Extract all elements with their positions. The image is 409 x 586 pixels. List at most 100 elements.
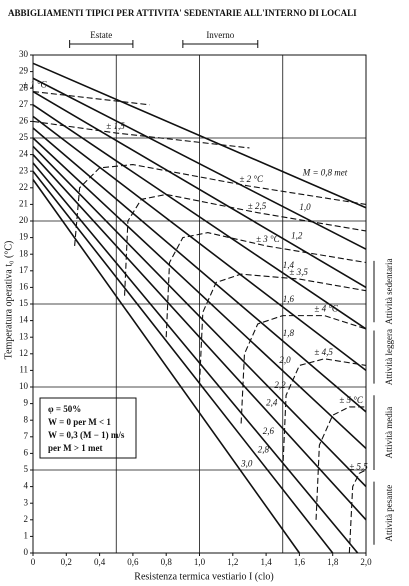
note: per M > 1 met	[48, 443, 102, 453]
y-tick-label: 0	[24, 547, 29, 557]
season-label: Estate	[90, 30, 112, 40]
series-label: 1,2	[291, 230, 303, 240]
activity-label: Attività pesante	[384, 485, 394, 542]
y-tick-label: 12	[19, 348, 28, 358]
y-tick-label: 20	[19, 215, 29, 225]
y-tick-label: 11	[19, 364, 28, 374]
y-tick-label: 6	[24, 447, 29, 457]
y-tick-label: 2	[24, 514, 29, 524]
series-label: 2,0	[279, 355, 291, 365]
note-box	[39, 397, 137, 459]
series-label: ± 2,5	[248, 201, 267, 211]
y-tick-label: 17	[19, 265, 29, 275]
series-label: 2,2	[274, 380, 286, 390]
met-line	[32, 170, 334, 554]
activity-label: Attività sedentaria	[384, 258, 394, 324]
y-tick-label: 16	[19, 281, 29, 291]
note: W = 0,3 (M − 1) m/s	[48, 430, 125, 440]
activity-label: Attività media	[384, 407, 394, 459]
series-label: ± 3 °C	[256, 234, 281, 244]
x-tick-label: 1,0	[194, 557, 206, 567]
met-line	[32, 127, 367, 413]
met-line	[32, 162, 359, 554]
x-axis-label: Resistenza termica vestiario I (clo)	[134, 571, 273, 582]
series-label: 2,6	[263, 426, 275, 436]
met-line	[32, 154, 367, 521]
tolerance-line	[240, 315, 367, 424]
y-tick-label: 29	[19, 66, 29, 76]
x-tick-label: 0,4	[94, 557, 106, 567]
note: φ = 50%	[48, 404, 81, 414]
y-tick-label: 21	[19, 198, 28, 208]
series-label: 1,6	[283, 294, 295, 304]
season-label: Inverno	[206, 30, 234, 40]
series-label: 1,0	[299, 202, 311, 212]
y-tick-label: 23	[19, 165, 29, 175]
x-tick-label: 0,8	[161, 557, 173, 567]
y-axis-label: Temperatura operativa t₀ (°C)	[3, 241, 14, 360]
series-label: ± 3,5	[289, 267, 308, 277]
y-tick-label: 30	[19, 49, 29, 59]
met-line	[32, 90, 367, 289]
tolerance-line	[315, 406, 366, 520]
x-tick-label: 1,8	[327, 557, 339, 567]
y-tick-label: 19	[19, 232, 29, 242]
y-tick-label: 10	[19, 381, 29, 391]
y-tick-label: 24	[19, 149, 29, 159]
y-tick-label: 15	[19, 298, 29, 308]
series-label: 3,0	[240, 458, 253, 468]
tolerance-line	[124, 193, 367, 296]
x-tick-label: 0,6	[127, 557, 139, 567]
series-label: ± 5,5	[349, 461, 368, 471]
y-tick-label: 26	[19, 115, 29, 125]
tolerance-line	[74, 164, 367, 246]
series-label: ± 5 °C	[339, 395, 364, 405]
tolerance-line	[348, 469, 367, 554]
y-tick-label: 25	[19, 132, 29, 142]
met-line	[32, 62, 367, 209]
y-tick-label: 14	[19, 315, 29, 325]
y-tick-label: 3	[24, 497, 29, 507]
x-tick-label: 1,4	[260, 557, 272, 567]
series-label: ± 4,5	[314, 347, 333, 357]
met-line	[32, 77, 367, 250]
series-label: ± 1 °C	[23, 80, 48, 90]
y-tick-label: 1	[24, 530, 29, 540]
y-tick-label: 28	[19, 82, 29, 92]
series-label: ± 1,5	[106, 121, 125, 131]
series-label: 1,8	[283, 328, 295, 338]
x-tick-label: 1,6	[294, 557, 306, 567]
met-line	[32, 115, 367, 372]
series-label: 1,4	[283, 260, 295, 270]
series-label: 2,4	[266, 397, 278, 407]
y-tick-label: 7	[24, 431, 29, 441]
y-tick-label: 5	[24, 464, 29, 474]
y-tick-label: 22	[19, 182, 28, 192]
y-tick-label: 13	[19, 331, 29, 341]
note: W = 0 per M < 1	[48, 417, 111, 427]
series-label: M = 0,8 met	[302, 167, 348, 177]
x-tick-label: 0,2	[61, 557, 72, 567]
tolerance-line	[32, 120, 250, 149]
y-tick-label: 9	[24, 398, 29, 408]
x-tick-label: 0	[31, 557, 36, 567]
chart-title: ABBIGLIAMENTI TIPICI PER ATTIVITA' SEDEN…	[8, 8, 357, 18]
tolerance-line	[32, 90, 150, 106]
y-tick-label: 8	[24, 414, 29, 424]
activity-label: Attività leggera	[384, 329, 394, 385]
met-line	[32, 137, 367, 450]
y-tick-label: 27	[19, 99, 29, 109]
tolerance-line	[198, 273, 367, 384]
series-label: 2,8	[258, 445, 270, 455]
met-line	[32, 145, 367, 488]
series-label: ± 2 °C	[239, 174, 264, 184]
x-tick-label: 1,2	[227, 557, 238, 567]
met-line	[32, 179, 301, 554]
x-tick-label: 2,0	[360, 557, 372, 567]
y-tick-label: 4	[24, 481, 29, 491]
y-tick-label: 18	[19, 248, 29, 258]
tolerance-line	[282, 358, 367, 471]
met-line	[32, 104, 367, 330]
series-label: ± 4 °C	[314, 304, 339, 314]
